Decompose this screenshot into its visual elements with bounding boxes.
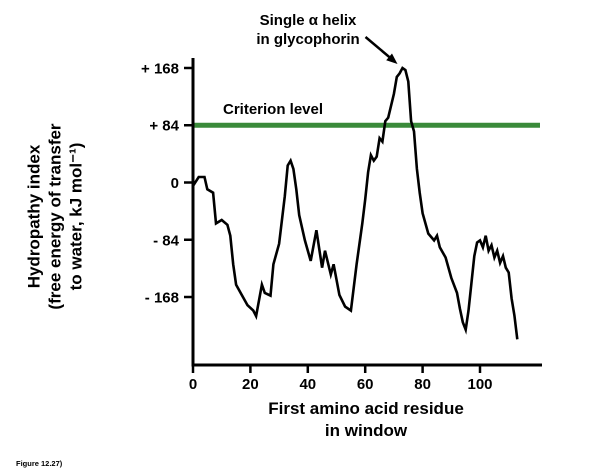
x-axis-title: First amino acid residue in window <box>216 398 516 442</box>
x-tick-label: 40 <box>299 376 316 393</box>
figure-caption: Figure 12.27) <box>16 459 63 468</box>
annotation-arrow-shaft <box>364 36 393 61</box>
x-axis-title-line2: in window <box>324 421 408 440</box>
annotation-line2: in glycophorin <box>256 31 360 48</box>
x-tick-label: 60 <box>357 376 374 393</box>
annotation-arrowhead-icon <box>386 53 398 64</box>
series-line <box>191 66 519 340</box>
y-tick-label: + 84 <box>149 118 179 135</box>
x-tick-label: 100 <box>467 376 492 393</box>
x-tick-label: 20 <box>242 376 259 393</box>
y-axis-title-line3: to water, kJ mol⁻¹) <box>66 142 86 291</box>
y-axis-title-line1: Hydropathy index <box>24 144 44 289</box>
x-tick-label: 0 <box>189 376 197 393</box>
y-axis-title-line2: (free energy of transfer <box>45 123 65 310</box>
y-tick-label: 0 <box>171 175 179 192</box>
y-tick-label: - 84 <box>153 232 180 249</box>
x-axis-title-line1: First amino acid residue <box>268 399 464 418</box>
criterion-level-label: Criterion level <box>223 101 324 118</box>
x-tick-label: 80 <box>414 376 431 393</box>
annotation-single-alpha-helix: Single α helix in glycophorin <box>222 11 394 49</box>
y-axis-title: Hydropathy index (free energy of transfe… <box>24 52 87 382</box>
y-tick-label: + 168 <box>141 60 179 77</box>
annotation-line1: Single α helix <box>259 12 357 29</box>
y-tick-label: - 168 <box>145 290 179 307</box>
